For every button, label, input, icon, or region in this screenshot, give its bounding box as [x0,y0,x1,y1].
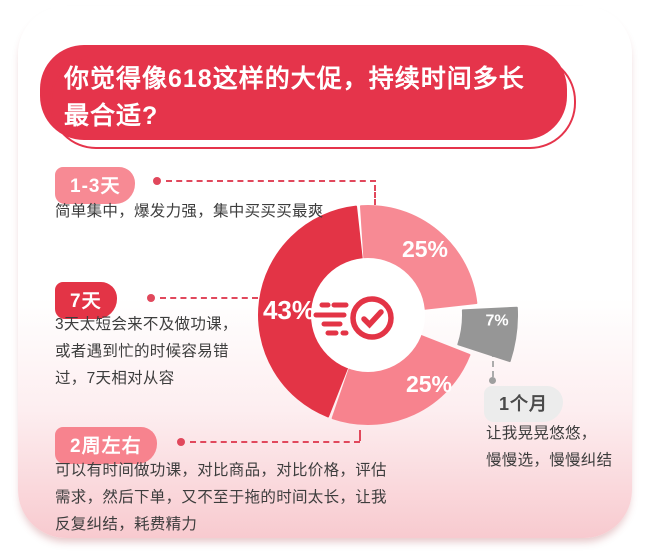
badge-7-days: 7天 [55,282,117,319]
desc-1-3-days: 简单集中，爆发力强，集中买买买最爽 [55,203,324,220]
pie-segment-1 [457,306,518,363]
connector-dashed-line [160,297,258,299]
segment-percent-label: 25% [406,371,452,397]
connector-dot-gray [489,377,496,384]
connector-dashed-line [190,441,360,443]
connector-dashed-line-gray [492,351,494,377]
segment-percent-label: 7% [485,313,508,330]
desc-2-weeks: 可以有时间做功课，对比商品，对比价格，评估 需求，然后下单，又不至于拖的时间太长… [55,462,387,533]
badge-1-month: 1个月 [484,386,564,422]
badge-1-3-days: 1-3天 [55,167,136,204]
desc-7-days: 3天太短会来不及做功课， 或者遇到忙的时候容易错 过，7天相对从容 [55,316,238,387]
desc-1-month: 让我晃晃悠悠， 慢慢选，慢慢纠结 [486,425,613,469]
speed-clock-icon [313,296,394,340]
connector-dashed-line [359,430,361,441]
connector-dashed-line [166,180,376,182]
survey-question-title: 你觉得像618这样的大促，持续时间多长 最合适? [40,45,576,149]
title-line-2: 最合适? [64,102,159,130]
connector-dashed-line [374,185,376,205]
segment-percent-label: 25% [402,236,448,262]
title-line-1: 你觉得像618这样的大促，持续时间多长 [64,65,525,93]
badge-2-weeks: 2周左右 [55,427,157,464]
segment-percent-label: 43% [263,295,315,325]
connector-dot [177,438,185,446]
connector-dot [153,177,161,185]
connector-dot [147,294,155,302]
